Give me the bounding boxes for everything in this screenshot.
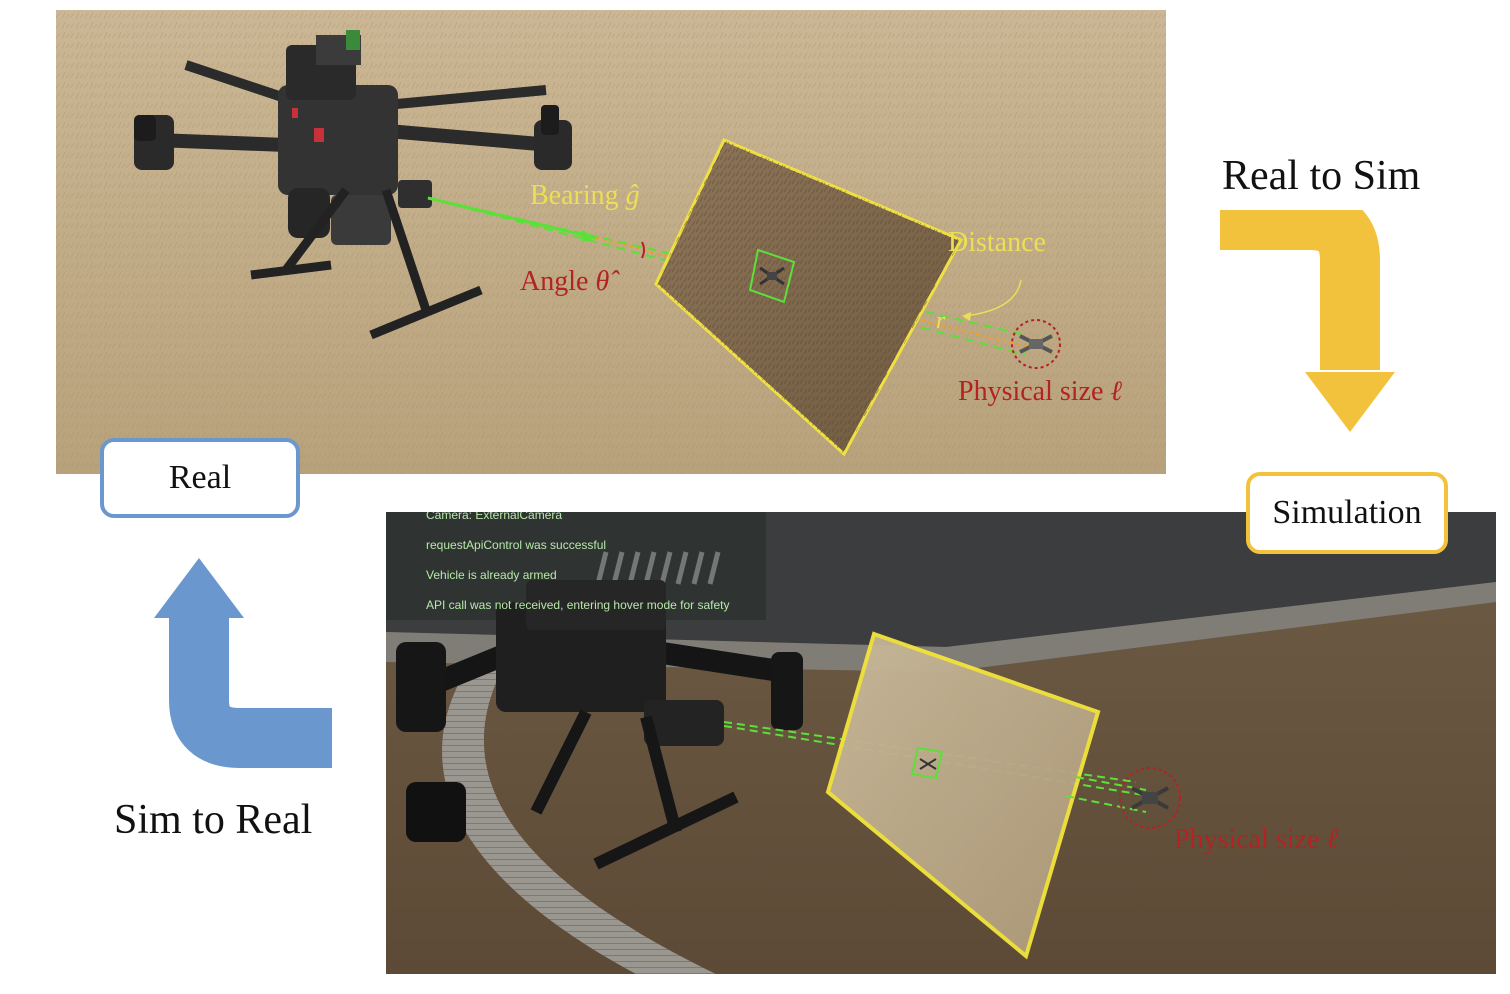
hud-line: API call was not received, entering hove… [426,598,730,612]
sim-physical-size-label: Physical size ℓ [1174,824,1339,855]
simulation-render-panel: Camera: ExternalCamera requestApiControl… [386,512,1496,974]
hud-line: requestApiControl was successful [426,538,607,552]
bearing-label: Bearing ĝ [530,180,640,211]
real-to-sim-text: Real to Sim [1222,153,1421,199]
hud-line: Vehicle is already armed [426,568,557,582]
walkway [442,662,716,974]
distance-label: Distance [948,227,1046,258]
image-plane [654,138,964,457]
sim-to-real-text: Sim to Real [114,797,313,843]
detected-drone-icon [759,266,785,286]
real-photo-panel: Bearing ĝ Angle θ̂ Distance r Physical s… [56,10,1166,474]
real-to-sim-arrow-icon [1220,210,1395,432]
angle-label: Angle θ̂ [520,266,610,297]
detection-box [748,248,796,304]
real-drone [134,30,572,340]
physical-size-label: Physical size ℓ [958,376,1123,407]
real-label: Real [168,459,232,496]
distance-symbol: r [936,308,946,334]
sim-detection-box [910,746,944,780]
target-drone [1011,319,1061,369]
simulation-label-box: Simulation [1246,472,1448,554]
angle-arc [641,241,645,259]
sim-image-plane [825,631,1101,960]
simulation-label: Simulation [1272,494,1422,531]
bearing-vector [427,196,597,240]
hud-line: Camera: ExternalCamera [426,512,563,522]
sim-to-real-arrow-icon [154,558,332,768]
sim-target-drone [1119,767,1181,829]
real-label-box: Real [100,438,300,518]
sim-drone [396,580,803,870]
